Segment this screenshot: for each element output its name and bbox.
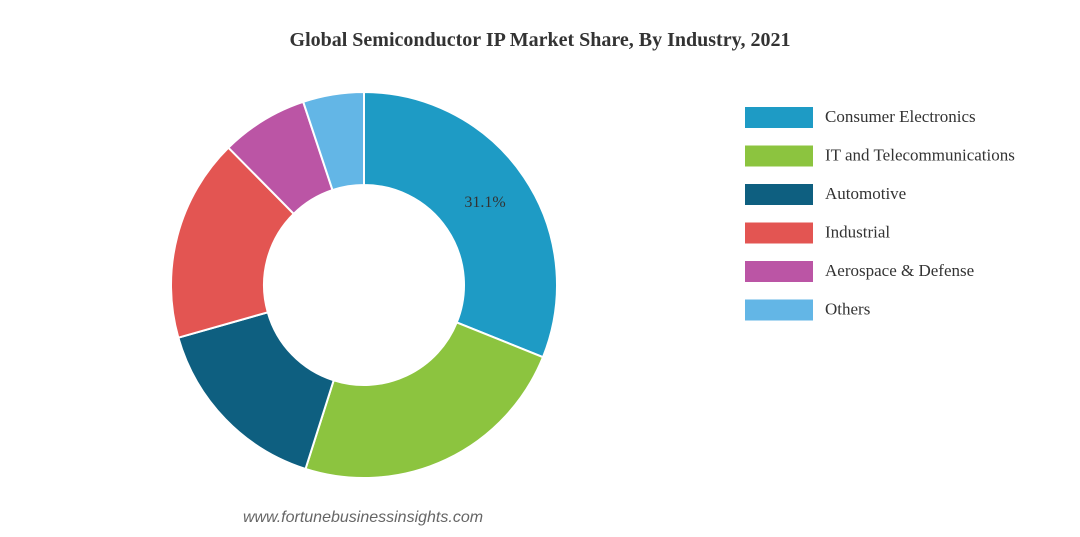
legend-label: IT and Telecommunications	[825, 145, 1015, 164]
source: www.fortunebusinessinsights.com	[243, 509, 483, 526]
donut-slice	[304, 321, 545, 479]
legend-label: Automotive	[825, 184, 906, 203]
legend-swatch	[745, 145, 813, 167]
legend-label: Others	[825, 299, 870, 318]
donut-slice	[170, 146, 296, 339]
legend-swatch	[745, 107, 813, 128]
donut-slice	[177, 311, 335, 471]
legend-swatch	[745, 261, 813, 282]
donut-slice	[363, 90, 558, 359]
slice-label: 31.1%	[464, 194, 505, 211]
legend-label: Consumer Electronics	[825, 107, 976, 126]
legend-swatch	[745, 222, 813, 244]
legend-label: Industrial	[825, 222, 890, 241]
donut-slice	[301, 90, 365, 192]
chart-title: Global Semiconductor IP Market Share, By…	[290, 29, 791, 51]
legend-label: Aerospace & Defense	[825, 261, 974, 280]
legend-swatch	[745, 299, 813, 321]
legend-swatch	[745, 184, 813, 205]
